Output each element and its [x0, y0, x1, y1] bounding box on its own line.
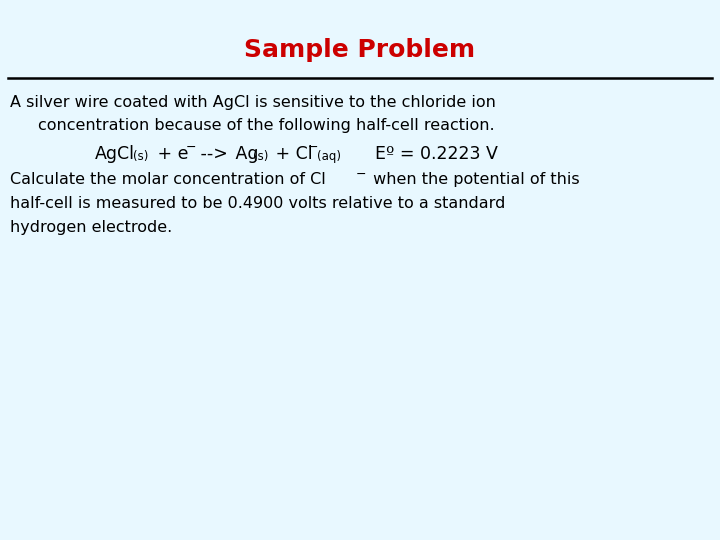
- Text: + e: + e: [152, 145, 189, 163]
- Text: hydrogen electrode.: hydrogen electrode.: [10, 220, 172, 235]
- Text: (s): (s): [253, 150, 269, 163]
- Text: A silver wire coated with AgCl is sensitive to the chloride ion: A silver wire coated with AgCl is sensit…: [10, 95, 496, 110]
- Text: Calculate the molar concentration of Cl: Calculate the molar concentration of Cl: [10, 172, 325, 187]
- Text: Sample Problem: Sample Problem: [244, 38, 476, 62]
- Text: -->: -->: [195, 145, 228, 163]
- Text: −: −: [356, 168, 366, 181]
- Text: when the potential of this: when the potential of this: [368, 172, 580, 187]
- Text: (s): (s): [133, 150, 148, 163]
- Text: half-cell is measured to be 0.4900 volts relative to a standard: half-cell is measured to be 0.4900 volts…: [10, 196, 505, 211]
- Text: Ag: Ag: [230, 145, 258, 163]
- Text: concentration because of the following half-cell reaction.: concentration because of the following h…: [38, 118, 495, 133]
- Text: AgCl: AgCl: [95, 145, 135, 163]
- Text: (aq): (aq): [317, 150, 341, 163]
- Text: −: −: [308, 141, 318, 154]
- Text: + Cl: + Cl: [270, 145, 312, 163]
- Text: Eº = 0.2223 V: Eº = 0.2223 V: [375, 145, 498, 163]
- Text: −: −: [186, 141, 197, 154]
